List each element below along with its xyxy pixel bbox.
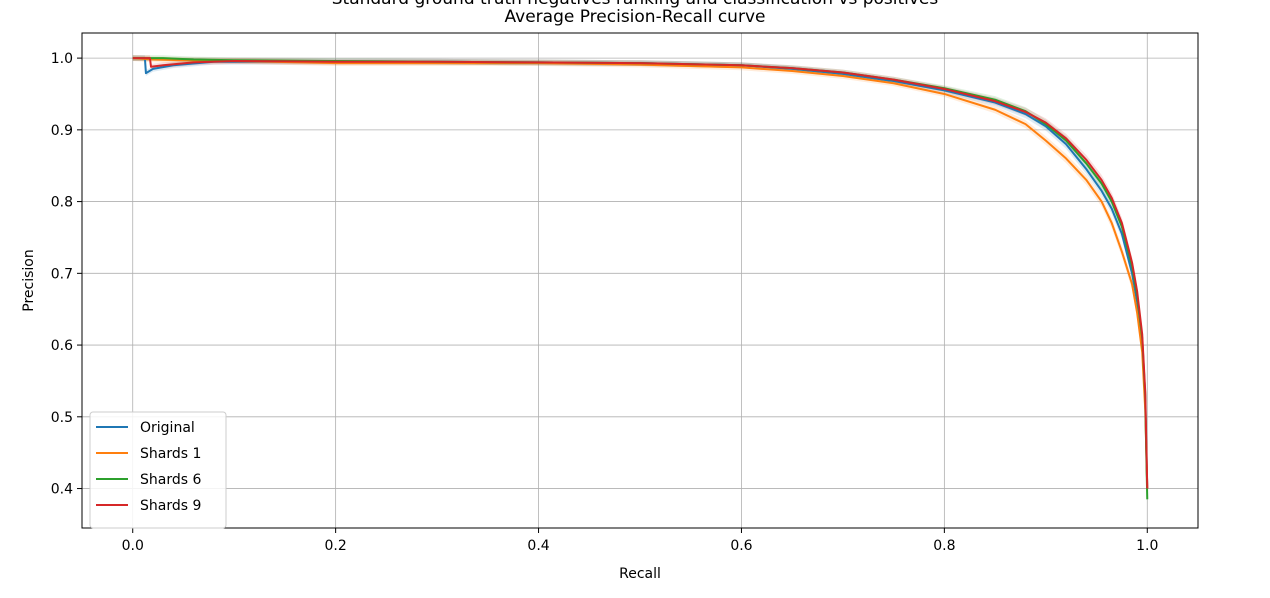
x-tick-label: 0.8 bbox=[933, 538, 955, 554]
legend-label: Original bbox=[140, 420, 195, 436]
confidence-band-1 bbox=[132, 55, 1148, 495]
axis-ticks: 0.0 0.2 0.4 0.6 0.8 1.0 0.4 0.5 0.6 0.7 0.8 0.9 1.0 bbox=[51, 51, 1159, 554]
series-line-2 bbox=[132, 57, 1149, 500]
chart-subtitle: Average Precision-Recall curve bbox=[504, 7, 766, 27]
series-line-1 bbox=[132, 57, 1149, 489]
x-tick-label: 0.0 bbox=[122, 538, 144, 554]
y-tick-label: 0.4 bbox=[51, 482, 73, 498]
y-tick-label: 0.5 bbox=[51, 410, 73, 426]
x-tick-label: 0.4 bbox=[527, 538, 549, 554]
legend-label: Shards 6 bbox=[140, 472, 201, 488]
series-line-0 bbox=[132, 57, 1149, 489]
x-axis-label: Recall bbox=[619, 566, 661, 582]
y-tick-label: 0.7 bbox=[51, 266, 73, 282]
legend-label: Shards 1 bbox=[140, 446, 201, 462]
y-tick-label: 0.8 bbox=[51, 195, 73, 211]
plot-frame bbox=[81, 32, 1199, 529]
confidence-bands bbox=[132, 55, 1148, 506]
confidence-band-2 bbox=[132, 55, 1148, 506]
series-lines bbox=[132, 57, 1149, 500]
x-tick-label: 1.0 bbox=[1136, 538, 1158, 554]
confidence-band-3 bbox=[132, 55, 1148, 495]
y-tick-label: 0.6 bbox=[51, 338, 73, 354]
x-tick-label: 0.2 bbox=[325, 538, 347, 554]
legend-label: Shards 9 bbox=[140, 498, 201, 514]
legend: Original Shards 1 Shards 6 Shards 9 bbox=[89, 411, 227, 529]
x-tick-label: 0.6 bbox=[730, 538, 752, 554]
grid-lines bbox=[82, 33, 1198, 528]
confidence-band-0 bbox=[132, 55, 1148, 495]
legend-box bbox=[89, 411, 227, 529]
series-line-3 bbox=[132, 57, 1149, 489]
y-axis-label: Precision bbox=[21, 249, 37, 311]
y-tick-label: 0.9 bbox=[51, 123, 73, 139]
chart-title: Standard ground truth negatives ranking … bbox=[0, 0, 1270, 8]
y-tick-label: 1.0 bbox=[51, 51, 73, 67]
